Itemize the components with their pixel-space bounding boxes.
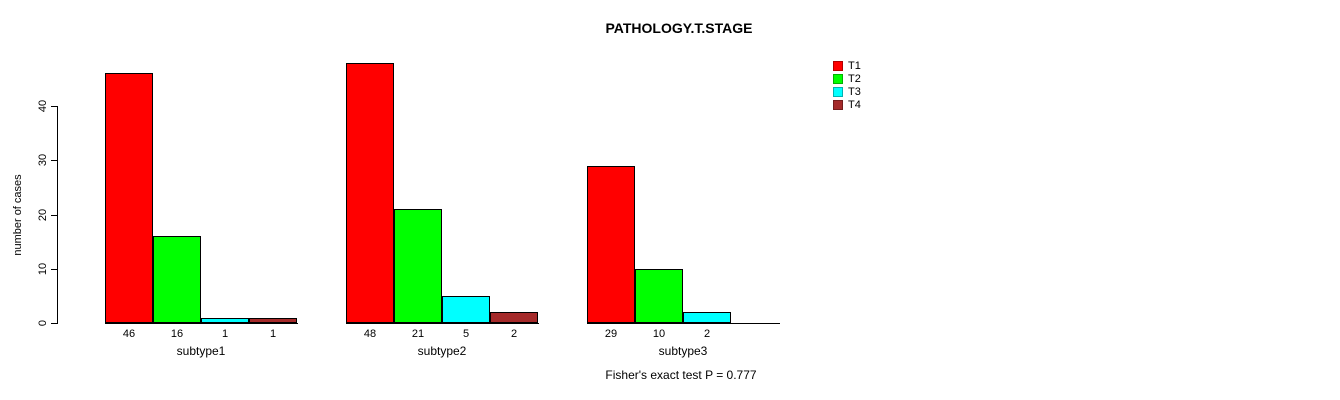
group-baseline: [346, 323, 539, 324]
legend-label: T1: [848, 60, 861, 72]
legend-swatch: [833, 74, 843, 84]
bar: [587, 166, 635, 323]
chart-title: PATHOLOGY.T.STAGE: [605, 20, 753, 36]
legend-swatch: [833, 61, 843, 71]
y-tick: [51, 215, 57, 216]
legend-label: T2: [848, 73, 861, 85]
y-axis-title: number of cases: [12, 174, 24, 256]
bar: [105, 73, 153, 323]
annotation-text: Fisher's exact test P = 0.777: [605, 368, 757, 382]
bar-value-label: 29: [604, 328, 618, 340]
bar-value-label: 10: [652, 328, 666, 340]
y-tick: [51, 269, 57, 270]
bar-value-label: 46: [122, 328, 136, 340]
bar: [635, 269, 683, 323]
group-baseline: [105, 323, 298, 324]
legend-swatch: [833, 100, 843, 110]
group-baseline: [587, 323, 780, 324]
legend-label: T3: [848, 86, 861, 98]
bar: [394, 209, 442, 323]
bar: [153, 236, 201, 323]
bar: [683, 312, 731, 323]
bar-value-label: 1: [269, 328, 277, 340]
y-tick-label: 0: [37, 319, 49, 327]
group-label: subtype1: [176, 344, 226, 358]
y-tick-label: 40: [37, 99, 49, 113]
legend-swatch: [833, 87, 843, 97]
y-tick-label: 20: [37, 208, 49, 222]
bar-value-label: 1: [221, 328, 229, 340]
group-label: subtype2: [417, 344, 467, 358]
bar: [490, 312, 538, 323]
bar: [201, 318, 249, 323]
y-tick-label: 30: [37, 153, 49, 167]
y-tick: [51, 106, 57, 107]
bar-value-label: 2: [510, 328, 518, 340]
y-axis-line: [57, 106, 58, 324]
y-tick: [51, 160, 57, 161]
y-tick-label: 10: [37, 262, 49, 276]
bar-value-label: 16: [170, 328, 184, 340]
bar-value-label: 2: [703, 328, 711, 340]
bar-value-label: 48: [363, 328, 377, 340]
bar-value-label: 21: [411, 328, 425, 340]
bar-value-label: 5: [462, 328, 470, 340]
legend-label: T4: [848, 99, 861, 111]
group-label: subtype3: [658, 344, 708, 358]
bar: [249, 318, 297, 323]
bar: [442, 296, 490, 323]
bar: [346, 63, 394, 323]
y-tick: [51, 323, 57, 324]
